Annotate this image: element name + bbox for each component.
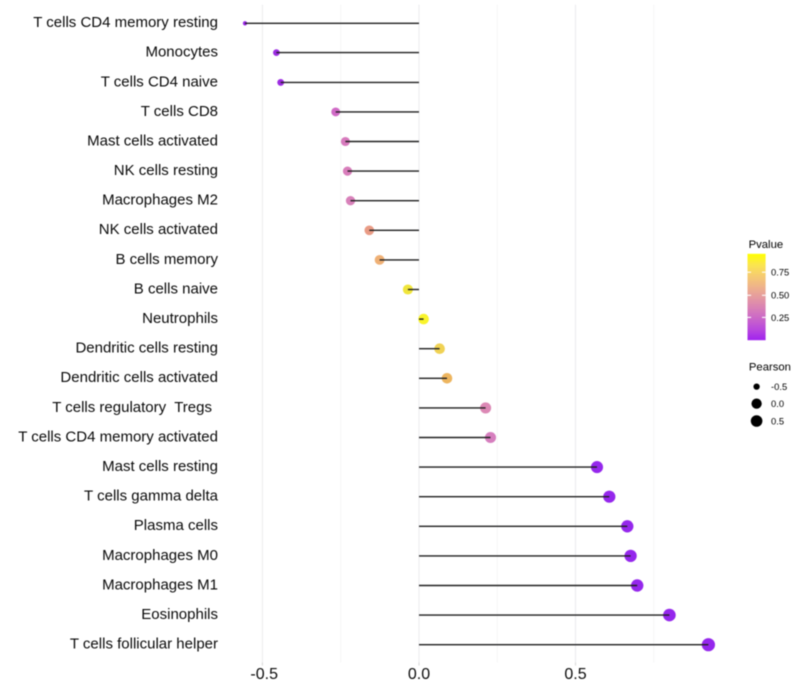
svg-text:0.75: 0.75 [771,267,789,278]
svg-text:T cells regulatory Tregs: T cells regulatory Tregs [52,399,212,416]
svg-text:B cells memory: B cells memory [115,251,218,268]
svg-text:0.5: 0.5 [771,415,784,426]
svg-text:T cells CD4 memory resting: T cells CD4 memory resting [33,14,218,31]
svg-text:Pearson: Pearson [749,361,791,373]
svg-text:0.50: 0.50 [771,290,789,301]
svg-text:Eosinophils: Eosinophils [141,606,218,623]
svg-text:0.25: 0.25 [771,312,789,323]
svg-text:0.0: 0.0 [771,398,784,409]
svg-text:Monocytes: Monocytes [145,44,218,61]
svg-text:T cells CD4 naive: T cells CD4 naive [101,73,218,90]
svg-text:Plasma cells: Plasma cells [134,517,218,534]
svg-text:Pvalue: Pvalue [749,239,784,251]
svg-text:-0.5: -0.5 [771,381,787,392]
svg-text:Dendritic cells resting: Dendritic cells resting [75,340,218,357]
svg-text:Macrophages M0: Macrophages M0 [102,547,218,564]
svg-text:B cells naive: B cells naive [134,280,218,297]
svg-text:Macrophages M2: Macrophages M2 [102,192,218,209]
svg-text:T cells CD4 memory activated: T cells CD4 memory activated [18,428,218,445]
svg-text:T cells follicular helper: T cells follicular helper [70,636,218,653]
svg-text:T cells CD8: T cells CD8 [141,103,218,120]
svg-text:-0.5: -0.5 [250,666,278,683]
svg-text:T cells gamma delta: T cells gamma delta [84,488,219,505]
svg-text:Mast cells activated: Mast cells activated [87,132,218,149]
svg-text:NK cells resting: NK cells resting [114,162,218,179]
svg-text:Neutrophils: Neutrophils [142,310,218,327]
svg-text:0.0: 0.0 [408,666,430,683]
svg-text:NK cells activated: NK cells activated [99,221,218,238]
svg-text:Macrophages M1: Macrophages M1 [102,576,218,593]
svg-text:Mast cells resting: Mast cells resting [102,458,218,475]
svg-text:0.5: 0.5 [564,666,586,683]
svg-text:Dendritic cells activated: Dendritic cells activated [60,369,218,386]
